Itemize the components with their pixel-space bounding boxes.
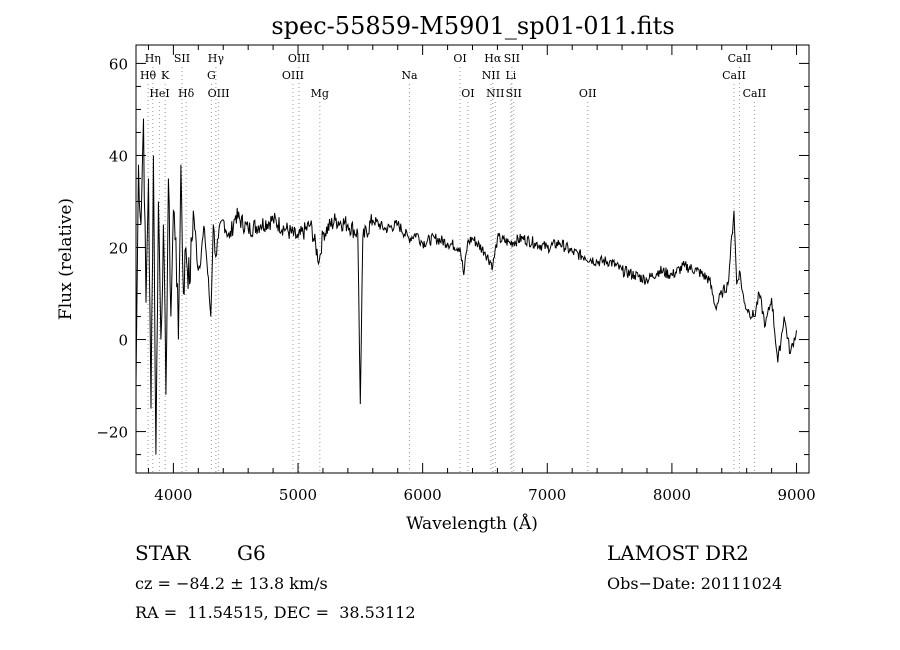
spectral-line-label: OIII <box>288 52 310 65</box>
spectral-line-label: G <box>207 69 216 82</box>
redshift-velocity: cz = −84.2 ± 13.8 km/s <box>135 574 328 593</box>
spectral-line-label: OI <box>453 52 466 65</box>
spectral-line-label: OIII <box>282 69 304 82</box>
spectral-line-label: OIII <box>208 87 230 100</box>
spectrum-series-line <box>135 118 797 455</box>
spectral-line-label: HeI <box>149 87 169 100</box>
object-class: STAR <box>135 541 191 565</box>
survey-name: LAMOST DR2 <box>607 541 749 565</box>
spectral-line-label: Hθ <box>140 69 157 82</box>
y-tick-label: 0 <box>118 332 128 350</box>
sky-coordinates: RA = 11.54515, DEC = 38.53112 <box>135 603 416 622</box>
x-tick-label: 9000 <box>777 486 815 504</box>
x-tick-label: 6000 <box>404 486 442 504</box>
x-axis-label: Wavelength (Å) <box>406 513 538 534</box>
spectral-line-label: Hα <box>484 52 502 65</box>
spectral-line-label: SII <box>506 87 522 100</box>
spectral-line-label: Mg <box>311 87 329 100</box>
spectral-line-label: CaII <box>728 52 752 65</box>
x-tick-label: 8000 <box>653 486 691 504</box>
object-subclass: G6 <box>237 541 266 565</box>
plot-frame <box>135 44 810 474</box>
spectral-line-label: CaII <box>743 87 767 100</box>
spectral-line-label: SII <box>504 52 520 65</box>
spectral-line-label: OII <box>579 87 597 100</box>
y-tick-label: −20 <box>96 424 128 442</box>
observation-date: Obs−Date: 20111024 <box>607 574 783 593</box>
spectral-line-label: SII <box>174 52 190 65</box>
spectral-line-label: NII <box>482 69 500 82</box>
spectral-line-label: CaII <box>722 69 746 82</box>
chart-title: spec-55859-M5901_sp01-011.fits <box>271 12 674 40</box>
y-tick-label: 20 <box>109 239 128 257</box>
x-tick-label: 5000 <box>279 486 317 504</box>
spectral-line-label: Hη <box>145 52 161 65</box>
spectral-line-label: NII <box>486 87 504 100</box>
spectral-line-label: Hδ <box>178 87 195 100</box>
x-tick-labels: 4000 5000 6000 7000 8000 9000 <box>154 486 815 504</box>
spectral-line-label: Li <box>505 69 516 82</box>
spectral-line-label: Na <box>401 69 418 82</box>
x-tick-label: 7000 <box>528 486 566 504</box>
y-tick-label: 60 <box>109 55 128 73</box>
spectral-line-markers <box>147 67 755 473</box>
spectral-line-label: K <box>161 69 170 82</box>
axis-ticks <box>136 45 809 473</box>
y-tick-label: 40 <box>109 147 128 165</box>
y-axis-label: Flux (relative) <box>56 198 76 320</box>
spectral-line-label: Hγ <box>208 52 225 65</box>
y-tick-labels: −20 0 20 40 60 <box>96 55 128 441</box>
spectral-line-label: OI <box>461 87 474 100</box>
x-tick-label: 4000 <box>154 486 192 504</box>
